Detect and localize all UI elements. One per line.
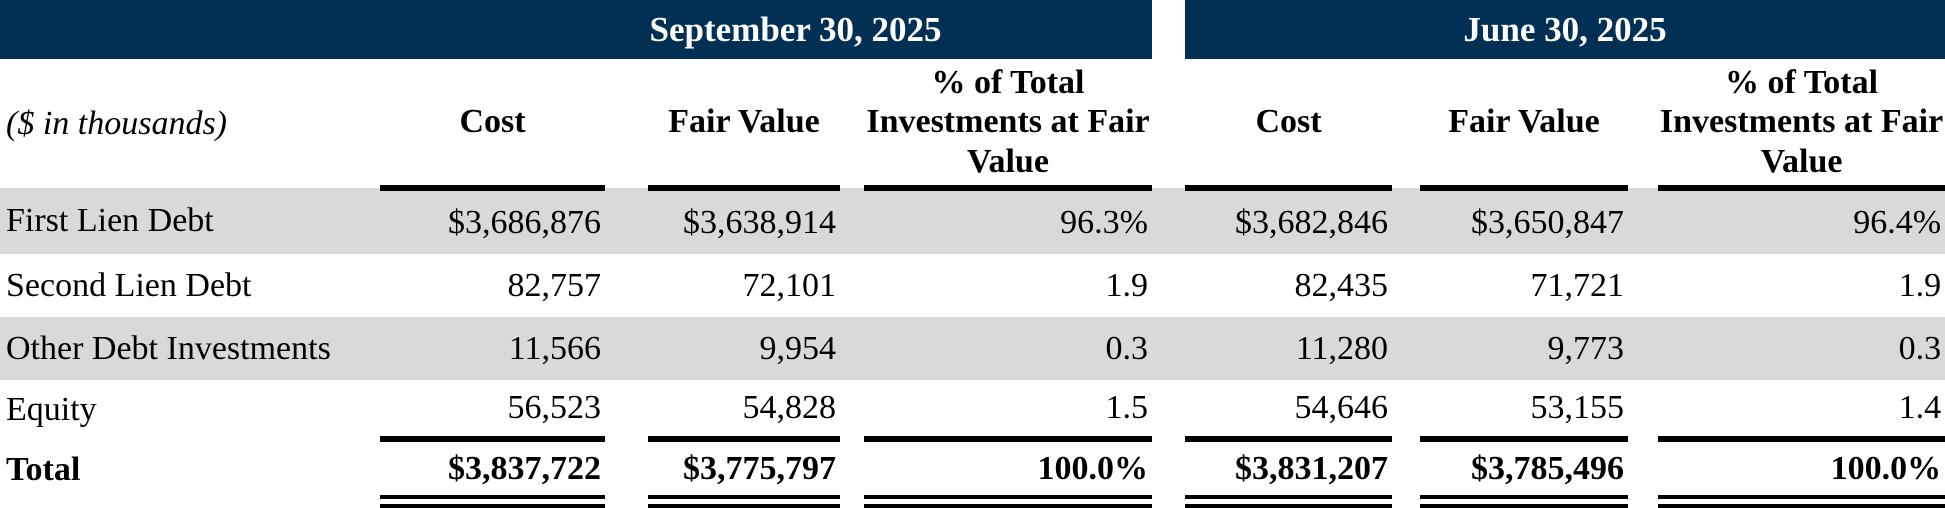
header-sept-pct-of-total: % of Total Investments at Fair Value (864, 59, 1152, 191)
cell-sept-pct: 96.3% (864, 188, 1152, 254)
gutter (605, 254, 648, 317)
section-gutter (1152, 317, 1185, 380)
cell-sept-fair-value: 72,101 (742, 266, 837, 304)
header-sept-fair-value: Fair Value (648, 59, 840, 191)
gutter (1392, 254, 1420, 317)
gutter (605, 439, 648, 502)
cell-sept-fair-value-total: $3,775,797 (648, 439, 840, 508)
cell-sept-pct: 0.3 (864, 317, 1152, 380)
header-sept-cost: Cost (380, 59, 605, 191)
section-title-september: September 30, 2025 (380, 0, 1152, 59)
cell-june-pct-total: 100.0% (1658, 439, 1945, 508)
banner-left-fill (0, 0, 380, 59)
section-gutter (1152, 439, 1185, 502)
cell-june-fair-value: $3,650,847 (1420, 188, 1628, 254)
cell-sept-pct: 1.5 (864, 380, 1152, 442)
cell-sept-fair-value: 9,954 (648, 317, 840, 380)
section-divider-gap (1152, 0, 1185, 59)
cell-june-cost: 82,435 (1294, 266, 1389, 304)
cell-sept-fair-value: 54,828 (648, 380, 840, 442)
gutter (1392, 317, 1420, 380)
cell-june-cost: 54,646 (1185, 380, 1392, 442)
gutter (840, 439, 864, 502)
section-title-june: June 30, 2025 (1185, 0, 1945, 59)
cell-june-fair-value: 9,773 (1420, 317, 1628, 380)
gutter (1628, 188, 1658, 254)
header-june-fair-value: Fair Value (1420, 59, 1628, 191)
gutter (605, 380, 648, 439)
cell-june-cost-total: $3,831,207 (1185, 439, 1392, 508)
gutter (1628, 254, 1658, 317)
gutter (840, 254, 864, 317)
cell-june-cost: $3,682,846 (1185, 188, 1392, 254)
header-june-pct-of-total: % of Total Investments at Fair Value (1658, 59, 1945, 191)
gutter (605, 317, 648, 380)
header-june-cost: Cost (1185, 59, 1392, 191)
row-label: Other Debt Investments (0, 317, 380, 380)
cell-sept-cost: 56,523 (380, 380, 605, 442)
gutter (1392, 188, 1420, 254)
section-gutter (1152, 254, 1185, 317)
table-row-equity: Equity 56,523 54,828 1.5 54,646 53,155 1… (0, 380, 1945, 442)
gutter (605, 59, 648, 188)
cell-june-pct: 1.9 (1898, 266, 1942, 304)
gutter (840, 188, 864, 254)
gutter (840, 380, 864, 439)
table-row-second-lien-debt: Second Lien Debt 82,757 72,101 1.9 82,43… (0, 254, 1945, 317)
cell-june-fair-value-total: $3,785,496 (1420, 439, 1628, 508)
cell-sept-cost-total: $3,837,722 (380, 439, 605, 508)
cell-sept-fair-value: $3,638,914 (648, 188, 840, 254)
gutter (1628, 59, 1658, 188)
column-header-row: ($ in thousands) Cost Fair Value % of To… (0, 59, 1945, 191)
cell-sept-pct-total: 100.0% (864, 439, 1152, 508)
table-row-first-lien-debt: First Lien Debt $3,686,876 $3,638,914 96… (0, 188, 1945, 254)
row-label: First Lien Debt (0, 188, 380, 254)
gutter (840, 317, 864, 380)
row-label: Second Lien Debt (6, 266, 252, 304)
units-label: ($ in thousands) (6, 104, 227, 142)
cell-june-pct: 0.3 (1658, 317, 1945, 380)
table-row-total: Total $3,837,722 $3,775,797 100.0% $3,83… (0, 439, 1945, 508)
cell-sept-cost: 82,757 (507, 266, 602, 304)
gutter (1392, 439, 1420, 502)
cell-june-fair-value: 53,155 (1420, 380, 1628, 442)
gutter (1392, 380, 1420, 439)
row-label: Equity (6, 390, 97, 428)
row-label: Total (6, 451, 81, 489)
section-gutter (1152, 188, 1185, 254)
cell-june-fair-value: 71,721 (1530, 266, 1625, 304)
banner-row: September 30, 2025 June 30, 2025 (0, 0, 1945, 59)
cell-june-pct: 96.4% (1658, 188, 1945, 254)
cell-june-pct: 1.4 (1658, 380, 1945, 442)
cell-sept-cost: 11,566 (380, 317, 605, 380)
gutter (605, 188, 648, 254)
cell-june-cost: 11,280 (1185, 317, 1392, 380)
gutter (1628, 380, 1658, 439)
cell-sept-pct: 1.9 (1105, 266, 1149, 304)
gutter (1628, 439, 1658, 502)
gutter (840, 59, 864, 188)
table-row-other-debt-investments: Other Debt Investments 11,566 9,954 0.3 … (0, 317, 1945, 380)
cell-sept-cost: $3,686,876 (380, 188, 605, 254)
section-gutter (1152, 59, 1185, 188)
gutter (1392, 59, 1420, 188)
gutter (1628, 317, 1658, 380)
section-gutter (1152, 380, 1185, 439)
